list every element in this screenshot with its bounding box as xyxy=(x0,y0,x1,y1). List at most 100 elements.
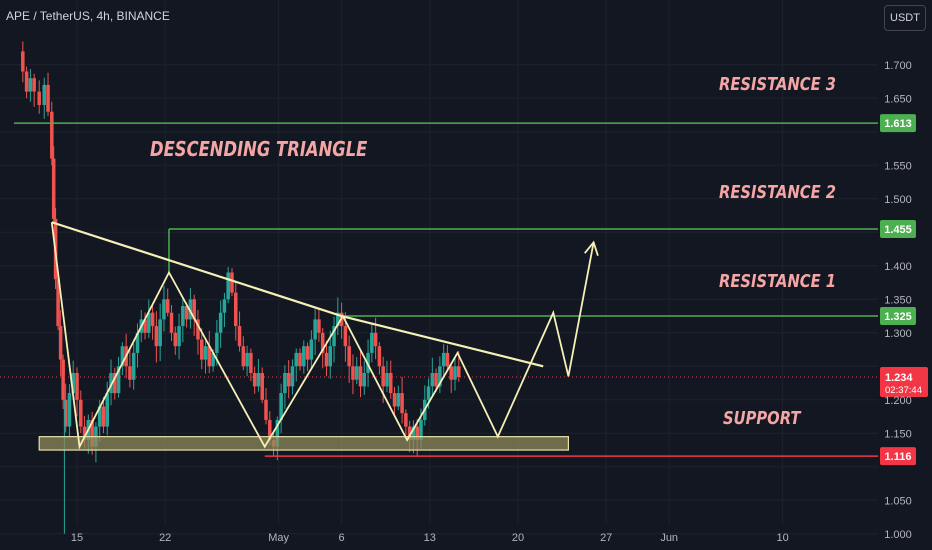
y-tick-label: 1.200 xyxy=(884,395,912,407)
candle-body xyxy=(181,306,185,327)
candle-body xyxy=(438,366,442,387)
y-tick-label: 1.300 xyxy=(884,328,912,340)
candle-body xyxy=(320,332,325,353)
candle-body xyxy=(252,373,257,387)
candle-body xyxy=(158,319,162,347)
candle-body xyxy=(79,399,83,427)
candle-body xyxy=(441,352,446,367)
candle-body xyxy=(46,84,50,112)
level-price-tag xyxy=(880,307,916,326)
candle-body xyxy=(354,366,359,380)
candle-body xyxy=(268,419,272,440)
candle-body xyxy=(120,346,125,367)
candle-body xyxy=(381,366,385,387)
candle-body xyxy=(165,299,170,313)
x-tick-label: 10 xyxy=(776,532,788,544)
countdown-label: 02:37:44 xyxy=(885,385,922,396)
candle-body xyxy=(58,326,63,360)
candle-body xyxy=(415,426,419,440)
level-price-label: 1.325 xyxy=(884,311,912,323)
level-price-tag xyxy=(880,114,916,133)
candle-body xyxy=(51,158,56,219)
x-tick-label: Jun xyxy=(660,532,678,544)
triangle-top-line xyxy=(51,221,544,368)
candle-body xyxy=(241,346,246,367)
y-tick-label: 1.550 xyxy=(884,160,912,172)
candle-body xyxy=(283,373,287,394)
candle-body xyxy=(61,359,65,400)
time-axis: 15 22 May 6 13 20 27 Jun 10 xyxy=(71,532,789,544)
candle-body xyxy=(105,393,110,427)
annotation-title: DESCENDING TRIANGLE xyxy=(150,139,368,162)
candle-body xyxy=(324,352,329,367)
candle-body xyxy=(67,393,72,427)
x-tick-label: 13 xyxy=(424,532,436,544)
candle-body xyxy=(135,332,140,353)
candle-body xyxy=(109,373,113,394)
candle-body xyxy=(203,346,208,360)
candle-body xyxy=(21,51,25,72)
candle-body xyxy=(28,78,33,92)
level-price-label: 1.613 xyxy=(884,118,912,130)
candle-body xyxy=(82,426,87,440)
level-price-label: 1.455 xyxy=(884,224,912,236)
candle-body xyxy=(286,373,291,387)
annotation-support: SUPPORT xyxy=(723,408,802,429)
candle-body xyxy=(184,306,189,320)
candle-body xyxy=(131,352,136,380)
candle-body xyxy=(407,426,412,440)
candle-body xyxy=(419,419,423,440)
annotation-resistance-2: RESISTANCE 2 xyxy=(719,182,836,203)
y-tick-label: 1.150 xyxy=(884,428,912,440)
candle-body xyxy=(313,319,317,340)
candle-body xyxy=(445,352,450,367)
candle-body xyxy=(275,419,280,447)
candle-body xyxy=(32,78,36,92)
candle-body xyxy=(71,373,75,394)
candle-body xyxy=(245,352,249,367)
candle-body xyxy=(336,312,340,327)
candle-body xyxy=(385,373,389,387)
candle-body xyxy=(290,366,295,387)
x-tick-label: 15 xyxy=(71,532,83,544)
candle-body xyxy=(63,399,68,427)
candle-body xyxy=(101,406,106,427)
candle-body xyxy=(233,292,238,327)
candle-body xyxy=(196,319,200,340)
candle-body xyxy=(279,393,283,420)
candle-body xyxy=(162,299,166,320)
candle-body xyxy=(396,393,401,407)
candle-body xyxy=(75,373,79,400)
candle-body xyxy=(226,272,230,300)
horizontal-levels xyxy=(0,122,878,457)
candle-body xyxy=(347,346,351,367)
candle-body xyxy=(430,373,435,387)
level-price-tag xyxy=(880,447,916,466)
y-tick-label: 1.700 xyxy=(884,60,912,72)
candle-body xyxy=(388,373,393,394)
candle-body xyxy=(230,272,234,293)
candle-body xyxy=(404,413,408,427)
candle-body xyxy=(218,312,223,333)
candle-body xyxy=(169,312,174,333)
y-tick-label: 1.350 xyxy=(884,294,912,306)
candle-body xyxy=(351,366,355,380)
candle-body xyxy=(222,299,227,313)
currency-button[interactable]: USDT xyxy=(884,5,926,31)
candle-body xyxy=(128,366,132,380)
candle-body xyxy=(343,326,348,347)
candle-body xyxy=(154,326,159,347)
level-price-tag xyxy=(880,219,916,238)
candle-body xyxy=(332,326,336,347)
candle-body xyxy=(328,346,333,367)
candle-body xyxy=(90,419,94,447)
candle-body xyxy=(97,406,102,427)
candle-body xyxy=(434,373,438,387)
candle-body xyxy=(37,91,41,105)
x-tick-label: 20 xyxy=(512,532,524,544)
current-price-tag xyxy=(880,367,928,398)
annotation-resistance-3: RESISTANCE 3 xyxy=(719,74,836,95)
candle-body xyxy=(260,373,264,400)
candle-body xyxy=(298,352,302,367)
